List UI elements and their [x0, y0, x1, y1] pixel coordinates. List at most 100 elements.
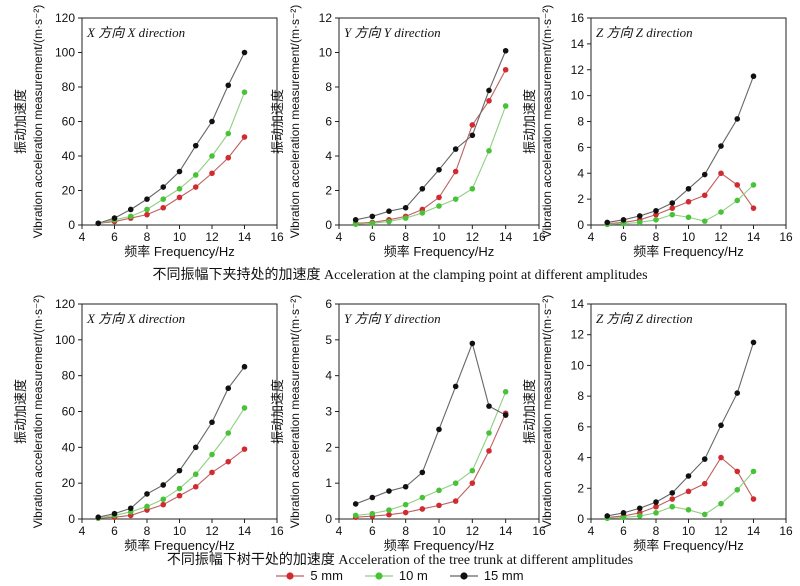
data-point-5mm — [241, 446, 248, 452]
y-tick-label: 60 — [62, 405, 76, 419]
data-point-15mm — [685, 185, 692, 192]
chart-title: Z 方向 Z direction — [596, 311, 693, 326]
data-point-15mm — [620, 217, 627, 223]
data-point-10m — [419, 494, 426, 501]
y-tick-label: 6 — [577, 140, 584, 154]
y-axis-label-en: Vibration acceleration measurement/(m·s⁻… — [31, 295, 45, 529]
data-point-10m — [176, 185, 183, 192]
data-point-10m — [636, 219, 643, 226]
data-point-10m — [685, 214, 692, 221]
data-point-15mm — [653, 207, 659, 214]
data-point-15mm — [225, 385, 232, 392]
y-tick-label: 100 — [55, 333, 75, 347]
series-line-5mm — [607, 456, 754, 519]
data-point-15mm — [111, 510, 118, 517]
data-point-15mm — [127, 206, 134, 213]
y-tick-label: 0 — [325, 218, 332, 232]
data-point-5mm — [701, 192, 708, 199]
data-point-10m — [750, 182, 757, 188]
data-point-15mm — [636, 505, 643, 512]
x-tick-label: 6 — [620, 524, 627, 538]
legend-item-10m: 10 m — [364, 568, 428, 583]
data-point-15mm — [241, 49, 248, 56]
data-point-15mm — [701, 456, 708, 462]
y-tick-label: 12 — [571, 63, 585, 77]
x-tick-label: 10 — [682, 230, 696, 244]
series-line-10m — [607, 471, 754, 519]
x-tick-label: 4 — [79, 524, 86, 538]
data-point-5mm — [486, 98, 492, 104]
data-point-15mm — [352, 217, 359, 223]
series-line-10m — [607, 184, 754, 225]
y-tick-label: 6 — [577, 420, 584, 434]
series-line-5mm — [98, 136, 245, 224]
data-point-10m — [352, 512, 359, 519]
series-line-15mm — [355, 50, 507, 221]
y-tick-label: 5 — [325, 333, 332, 347]
x-tick-label: 4 — [79, 230, 86, 244]
data-point-5mm — [734, 468, 741, 475]
legend-label-10m: 10 m — [398, 568, 428, 583]
data-point-5mm — [192, 184, 199, 190]
x-tick-label: 6 — [369, 524, 376, 538]
x-tick-label: 4 — [588, 524, 595, 538]
data-point-10m — [192, 471, 199, 478]
data-point-5mm — [653, 503, 659, 510]
chart-panel-6: 0 2 4 6 8 10 12 14 4 6 8 10 12 14 16 Z 方向 Z direction 频率… — [522, 295, 793, 553]
x-tick-label: 12 — [714, 524, 728, 538]
y-tick-label: 20 — [62, 184, 76, 198]
data-point-10m — [192, 172, 199, 178]
y-axis-label-en: Vibration acceleration measurement/(m·s⁻… — [288, 5, 302, 239]
x-tick-label: 16 — [532, 524, 546, 538]
x-tick-label: 6 — [369, 230, 376, 244]
data-point-15mm — [486, 87, 492, 94]
series-line-5mm — [98, 448, 245, 519]
data-point-5mm — [209, 170, 215, 177]
data-point-5mm — [209, 469, 215, 476]
data-point-10m — [144, 503, 150, 510]
data-point-15mm — [176, 168, 183, 175]
data-point-15mm — [192, 444, 199, 451]
data-point-5mm — [225, 154, 232, 161]
y-tick-label: 10 — [319, 46, 333, 60]
data-point-15mm — [419, 185, 426, 192]
x-axis-label: 频率 Frequency/Hz — [124, 244, 235, 259]
y-tick-label: 4 — [325, 369, 332, 383]
data-point-10m — [436, 487, 442, 494]
y-axis-label-cn: 振动加速度 — [270, 89, 286, 154]
data-point-5mm — [144, 211, 150, 218]
y-tick-label: 8 — [577, 389, 584, 403]
y-tick-label: 80 — [62, 369, 76, 383]
data-point-15mm — [636, 213, 643, 219]
x-tick-label: 8 — [653, 524, 660, 538]
data-point-5mm — [241, 134, 248, 140]
data-point-15mm — [620, 510, 627, 516]
y-axis-label-cn: 振动加速度 — [13, 89, 29, 154]
x-tick-label: 16 — [532, 230, 546, 244]
data-point-5mm — [469, 480, 476, 486]
data-point-10m — [369, 510, 376, 517]
data-point-15mm — [225, 82, 232, 89]
data-point-15mm — [241, 363, 248, 370]
data-point-15mm — [469, 132, 476, 139]
data-point-5mm — [701, 480, 708, 487]
data-point-10m — [160, 496, 167, 503]
data-point-15mm — [402, 483, 409, 490]
data-point-15mm — [685, 473, 692, 479]
y-axis-label-cn: 振动加速度 — [522, 379, 538, 444]
series-line-15mm — [607, 342, 755, 517]
data-point-15mm — [95, 220, 102, 227]
data-point-15mm — [144, 491, 150, 497]
data-point-15mm — [750, 339, 757, 346]
y-tick-label: 14 — [571, 37, 585, 51]
data-point-15mm — [452, 383, 459, 390]
data-point-15mm — [352, 501, 359, 507]
data-point-5mm — [502, 66, 509, 73]
data-point-10m — [419, 210, 426, 216]
data-point-10m — [402, 215, 409, 221]
y-tick-label: 0 — [68, 218, 75, 232]
data-point-5mm — [734, 182, 741, 188]
y-tick-label: 120 — [55, 297, 75, 311]
